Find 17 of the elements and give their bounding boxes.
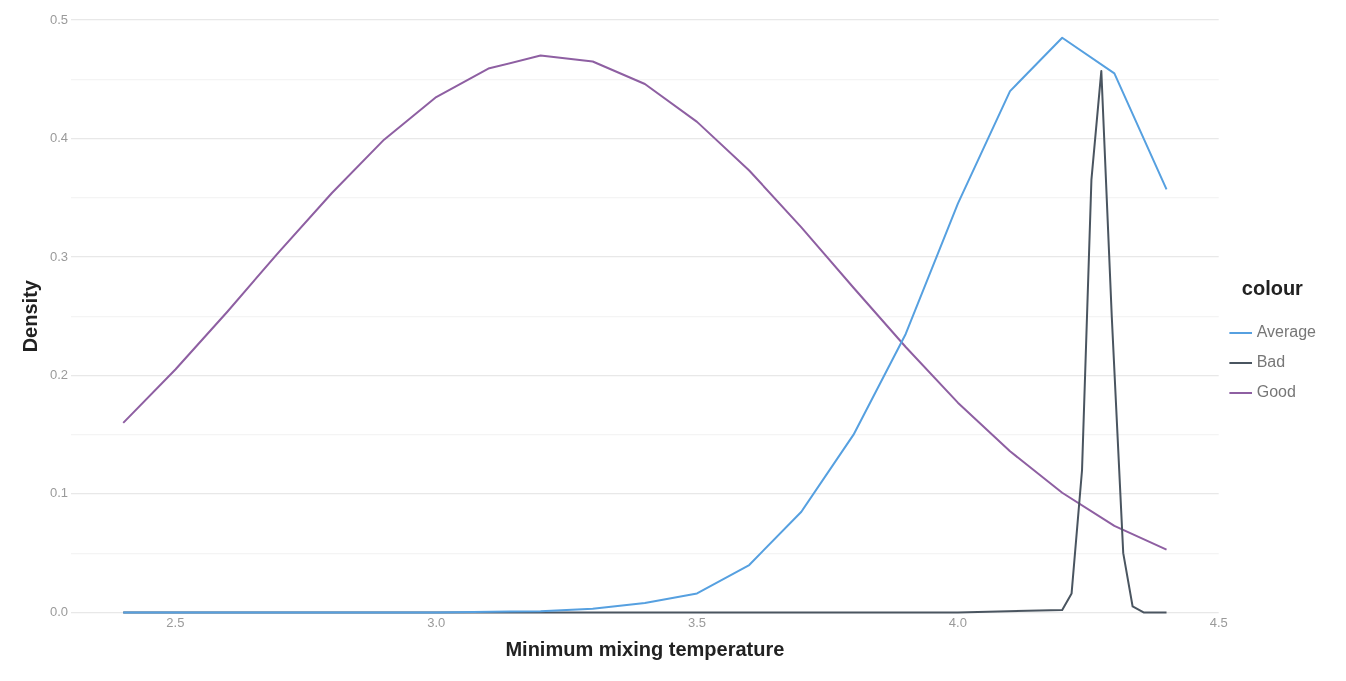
legend-label: Bad [1256,353,1286,371]
y-tick-label: 0.5 [49,11,69,27]
x-tick-label: 3.0 [427,614,446,630]
y-tick-label: 0.3 [49,248,69,264]
legend-label: Good [1256,383,1296,401]
x-axis-title: Minimum mixing temperature [505,637,785,660]
y-tick-label: 0.0 [49,603,69,619]
x-tick-label: 3.5 [688,614,707,630]
legend-title: colour [1241,276,1304,299]
x-tick-label: 4.0 [948,614,967,630]
y-tick-label: 0.2 [49,367,69,383]
y-tick-label: 0.1 [49,485,69,501]
y-axis-title: Density [18,279,41,353]
x-tick-label: 4.5 [1209,614,1228,630]
y-tick-label: 0.4 [49,130,69,146]
legend-label: Average [1256,323,1317,341]
x-tick-label: 2.5 [166,614,185,630]
